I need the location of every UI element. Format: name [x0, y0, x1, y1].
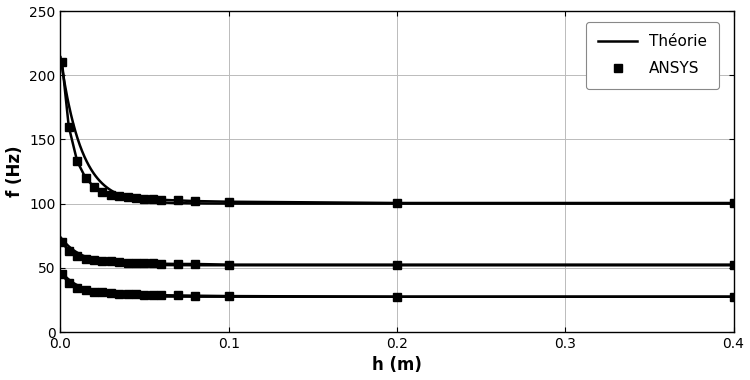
X-axis label: h (m): h (m) [372, 356, 422, 374]
Legend: Théorie, ANSYS: Théorie, ANSYS [586, 22, 719, 89]
Y-axis label: f (Hz): f (Hz) [5, 146, 23, 197]
